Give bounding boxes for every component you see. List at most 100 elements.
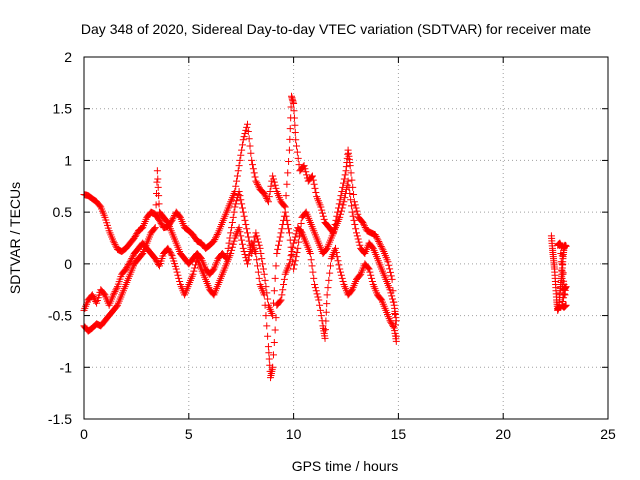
data-point-track-2 (389, 323, 397, 331)
data-point-track-1 (267, 182, 275, 190)
data-point-track-1 (354, 210, 362, 218)
data-point-track-3 (270, 287, 278, 295)
data-point-track-2 (172, 265, 180, 273)
data-point-track-2 (269, 363, 277, 371)
data-point-track-3 (254, 235, 262, 243)
data-point-track-1 (309, 176, 317, 184)
data-point-track-1 (264, 198, 272, 206)
data-point-track-1 (302, 168, 310, 176)
data-point-track-2 (365, 265, 373, 273)
data-point-track-2 (278, 291, 286, 299)
data-point-track-2 (280, 275, 288, 283)
x-tick-label: 25 (600, 426, 616, 442)
data-point-track-1 (254, 180, 262, 188)
data-point-track-3 (152, 201, 160, 209)
data-point-track-3 (238, 204, 246, 212)
data-point-track-1 (130, 234, 138, 242)
data-point-track-1 (308, 173, 316, 181)
data-point-track-3 (259, 260, 267, 268)
data-point-track-2 (364, 264, 372, 272)
data-point-track-3 (154, 183, 162, 191)
data-point-track-3 (154, 175, 162, 183)
data-point-track-2 (347, 287, 355, 295)
data-point-track-2 (239, 244, 247, 252)
data-point-track-2 (264, 332, 272, 340)
data-point-track-2 (316, 301, 324, 309)
data-point-track-1 (378, 244, 386, 252)
data-point-track-2 (388, 320, 396, 328)
data-point-track-1 (112, 242, 120, 250)
data-point-track-1 (377, 242, 385, 250)
data-point-track-2 (176, 277, 184, 285)
data-point-track-1 (311, 184, 319, 192)
data-point-track-3 (257, 250, 265, 258)
data-point-track-3 (354, 235, 362, 243)
data-point-track-2 (264, 343, 272, 351)
data-point-track-1 (286, 135, 294, 143)
data-point-track-3 (290, 261, 298, 269)
data-point-track-2 (366, 268, 374, 276)
data-point-track-1 (287, 103, 295, 111)
data-point-track-1 (308, 172, 316, 180)
data-point-track-1 (168, 216, 176, 224)
data-point-track-3 (254, 238, 262, 246)
data-point-track-1 (290, 114, 298, 122)
data-point-track-2 (367, 271, 375, 279)
data-point-track-1 (387, 272, 395, 280)
data-point-track-1 (264, 196, 272, 204)
data-point-track-1 (232, 182, 240, 190)
data-point-track-3 (283, 216, 291, 224)
data-point-track-2 (309, 268, 317, 276)
data-point-track-2 (322, 308, 330, 316)
data-point-track-3 (261, 276, 269, 284)
data-point-track-3 (244, 233, 252, 241)
y-tick-label: -1 (60, 359, 73, 375)
data-point-track-3 (285, 225, 293, 233)
data-point-track-1 (240, 133, 248, 141)
data-point-track-3 (113, 302, 121, 310)
data-point-track-2 (152, 256, 160, 264)
data-point-track-3 (322, 245, 330, 253)
data-point-track-3 (337, 207, 345, 215)
data-point-track-1 (310, 180, 318, 188)
data-point-track-3 (269, 312, 277, 320)
data-point-track-1 (243, 120, 251, 128)
data-point-track-2 (311, 284, 319, 292)
data-point-track-1 (244, 127, 252, 135)
data-point-track-2 (174, 271, 182, 279)
data-point-track-1 (336, 196, 344, 204)
data-point-track-1 (211, 235, 219, 243)
data-point-track-1 (282, 192, 290, 200)
data-point-track-2 (125, 259, 133, 267)
data-point-track-1 (300, 162, 308, 170)
data-point-track-3 (272, 262, 280, 270)
data-point-track-1 (350, 191, 358, 199)
data-point-track-1 (261, 191, 269, 199)
data-point-track-2 (112, 286, 120, 294)
data-point-track-1 (291, 121, 299, 129)
data-point-track-2 (321, 326, 329, 334)
data-point-track-3 (241, 216, 249, 224)
data-point-track-1 (301, 165, 309, 173)
y-tick-label: -0.5 (48, 308, 72, 324)
data-point-track-3 (151, 224, 159, 232)
data-point-track-1 (250, 169, 258, 177)
data-point-track-3 (294, 244, 302, 252)
data-point-track-1 (353, 207, 361, 215)
data-point-track-1 (210, 237, 218, 245)
data-point-track-3 (340, 198, 348, 206)
y-tick-label: -1.5 (48, 411, 72, 427)
data-point-track-1 (385, 261, 393, 269)
data-point-track-3 (226, 234, 234, 242)
data-point-track-2 (392, 337, 400, 345)
data-point-track-2 (165, 246, 173, 254)
data-point-track-2 (228, 243, 236, 251)
data-point-track-2 (155, 260, 163, 268)
data-points (80, 92, 570, 382)
data-point-track-1 (133, 230, 141, 238)
data-point-track-1 (237, 151, 245, 159)
data-point-track-1 (155, 216, 163, 224)
data-point-track-1 (346, 162, 354, 170)
data-point-track-1 (295, 161, 303, 169)
data-point-track-1 (361, 223, 369, 231)
